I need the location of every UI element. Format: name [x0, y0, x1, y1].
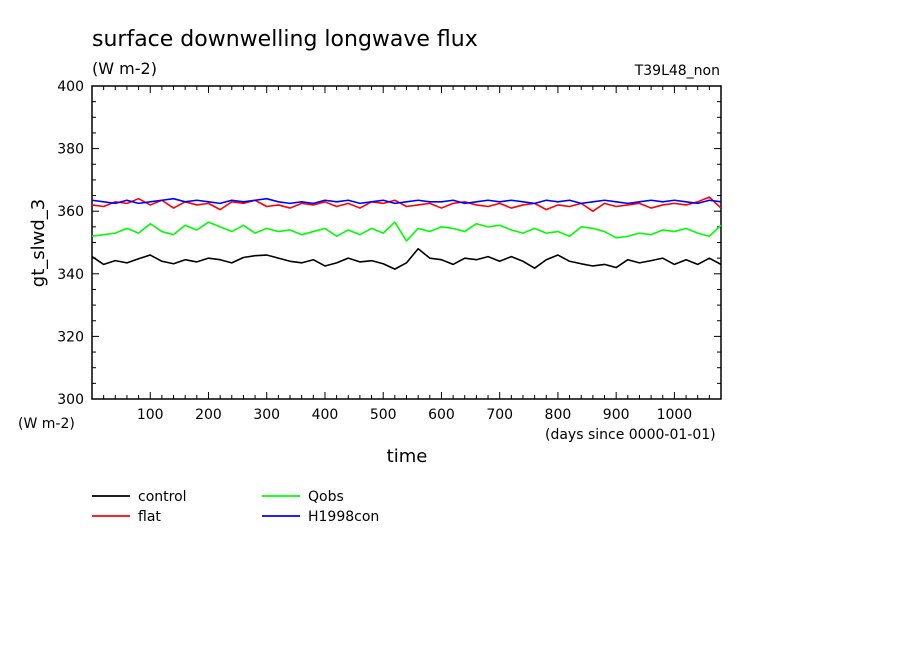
x-tick-label: 100	[137, 407, 164, 423]
x-tick-label: 600	[428, 407, 455, 423]
series-line-flat	[91, 196, 722, 212]
y-tick-label: 400	[57, 79, 84, 95]
chart-title: surface downwelling longwave flux	[92, 27, 478, 52]
x-tick-label: 900	[603, 407, 630, 423]
legend-label-h1998con: H1998con	[308, 509, 379, 525]
legend-label-control: control	[138, 489, 187, 505]
y-tick-label: 300	[57, 392, 84, 408]
x-tick-label: 700	[486, 407, 513, 423]
series-line-h1998con	[91, 197, 722, 205]
y-unit-label: (W m-2)	[18, 416, 75, 432]
legend-label-qobs: Qobs	[308, 489, 344, 505]
y-tick-label: 320	[57, 329, 84, 345]
x-tick-label: 400	[312, 407, 339, 423]
x-tick-label: 1000	[657, 407, 693, 423]
plot-layer: 100 200 300 400 500 600 700 800 900 1000 300 320 340…	[57, 79, 722, 423]
chart-units-label: (W m-2)	[92, 59, 157, 78]
y-tick-label: 360	[57, 204, 84, 220]
plot-frame	[91, 85, 722, 400]
series-line-control	[91, 247, 722, 270]
x-tick-label: 800	[545, 407, 572, 423]
series-line-qobs	[91, 221, 722, 242]
legend: control flat Qobs H1998con	[92, 489, 379, 525]
x-axis-title: time	[387, 446, 428, 467]
x-unit-label: (days since 0000-01-01)	[545, 427, 716, 443]
y-tick-label: 380	[57, 142, 84, 158]
x-tick-label: 500	[370, 407, 397, 423]
y-axis-title: gt_slwd_3	[28, 199, 49, 287]
y-tick-label: 340	[57, 267, 84, 283]
legend-label-flat: flat	[138, 509, 161, 525]
x-tick-label: 200	[195, 407, 222, 423]
x-tick-label: 300	[253, 407, 280, 423]
run-label: T39L48_non	[634, 63, 720, 79]
